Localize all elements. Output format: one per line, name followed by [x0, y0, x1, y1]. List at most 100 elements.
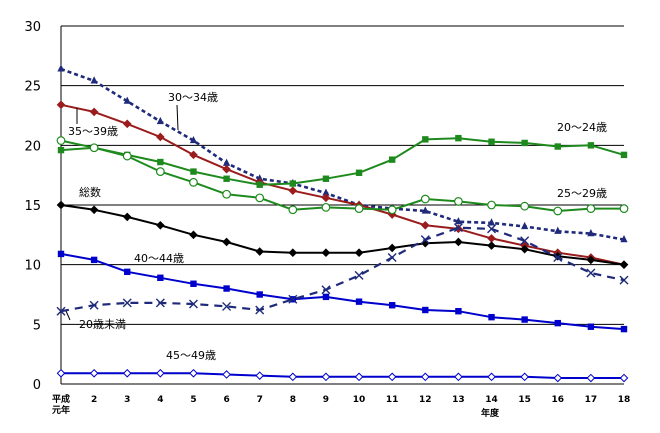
data-point: [488, 138, 495, 145]
data-point: [387, 243, 397, 253]
series-2: [57, 134, 628, 188]
data-point: [587, 229, 595, 237]
series-line: [60, 252, 625, 331]
data-point: [453, 223, 463, 233]
x-tick-label: 18: [618, 395, 631, 405]
series-7: [56, 368, 629, 383]
data-point-stroke: [155, 298, 165, 308]
series-line: [60, 204, 625, 266]
x-tick-label: 3: [124, 395, 130, 405]
data-point: [322, 175, 330, 182]
data-point: [222, 164, 231, 174]
data-point: [89, 143, 99, 153]
data-point: [222, 370, 231, 379]
x-tick-label: 11: [386, 395, 399, 405]
x-tick-label: 12: [419, 395, 432, 405]
data-point: [420, 235, 430, 245]
data-point: [322, 188, 330, 196]
data-point: [354, 270, 364, 280]
series-layer: [56, 64, 629, 383]
data-point: [189, 150, 198, 160]
series-line: [60, 67, 625, 241]
y-tick-label: 15: [24, 199, 41, 214]
data-point: [387, 253, 397, 263]
data-point: [89, 107, 99, 117]
data-point: [57, 146, 65, 154]
data-point: [157, 158, 164, 166]
data-point: [189, 177, 198, 187]
data-point: [422, 306, 429, 314]
data-point: [354, 204, 364, 213]
y-tick-label: 5: [33, 318, 41, 333]
data-point: [122, 298, 132, 308]
y-tick-label: 30: [24, 20, 41, 35]
x-tick-labels: 平成元年 2 3 4 5 6 7 8 9 10 11 12 13 14 15 16 17 18: [52, 393, 630, 416]
data-point: [256, 291, 263, 298]
series-4: [56, 200, 629, 269]
data-point: [487, 234, 496, 243]
data-point-stroke: [420, 235, 430, 245]
data-point: [122, 119, 132, 129]
data-point: [189, 230, 198, 240]
data-point: [587, 323, 595, 330]
data-point: [554, 143, 561, 150]
series-0: [57, 64, 628, 243]
data-point: [487, 372, 496, 382]
x-axis-label: 年度: [481, 407, 500, 419]
data-point-stroke: [520, 236, 530, 246]
label-leader-line: [65, 310, 71, 321]
data-point: [255, 193, 265, 203]
data-point-stroke: [288, 294, 298, 304]
x-tick-label: 16: [551, 395, 564, 405]
x-tick-label: 5: [190, 395, 196, 405]
data-point: [355, 298, 363, 305]
data-point: [288, 248, 298, 258]
data-point-stroke: [122, 298, 132, 308]
y-tick-labels: 0 5 10 15 20 25 30: [24, 20, 41, 393]
series-label: 45～49歳: [166, 349, 216, 362]
data-point: [586, 204, 596, 213]
data-point: [520, 244, 529, 254]
series-line: [60, 103, 625, 266]
series-line: [60, 226, 625, 313]
data-point: [122, 151, 132, 161]
data-point: [420, 372, 430, 382]
data-point: [321, 193, 331, 203]
y-tick-label: 0: [33, 378, 41, 393]
x-tick-label: 7: [257, 395, 263, 405]
series-labels: 30～34歳 35～39歳 20～24歳 25～29歳 総数 40～44歳 20歳未満 45～…: [65, 91, 607, 362]
data-point: [554, 226, 562, 234]
data-point: [255, 247, 265, 256]
series-label: 40～44歳: [134, 252, 184, 265]
data-point: [553, 373, 563, 383]
series-line: [60, 139, 624, 212]
data-point: [387, 205, 397, 215]
data-point: [454, 217, 463, 225]
data-point-stroke: [387, 253, 397, 263]
data-point: [354, 248, 364, 258]
data-point: [487, 200, 496, 210]
data-point: [586, 373, 596, 383]
data-point: [620, 235, 628, 243]
series-label: 30～34歳: [168, 91, 218, 104]
data-point: [122, 212, 132, 222]
data-point: [388, 156, 396, 163]
data-point: [56, 306, 66, 316]
data-point: [56, 368, 66, 378]
data-point: [255, 305, 265, 315]
data-point: [256, 181, 263, 188]
data-point: [587, 142, 595, 149]
series-1: [56, 100, 629, 269]
data-point-stroke: [56, 306, 66, 316]
data-point: [520, 201, 530, 211]
data-point: [156, 132, 165, 142]
data-point: [222, 189, 231, 199]
data-point: [520, 372, 529, 382]
data-point: [288, 186, 298, 195]
data-point: [288, 372, 298, 382]
data-point: [420, 194, 430, 204]
data-point: [586, 255, 596, 265]
data-point: [619, 260, 629, 269]
data-point: [190, 168, 197, 175]
